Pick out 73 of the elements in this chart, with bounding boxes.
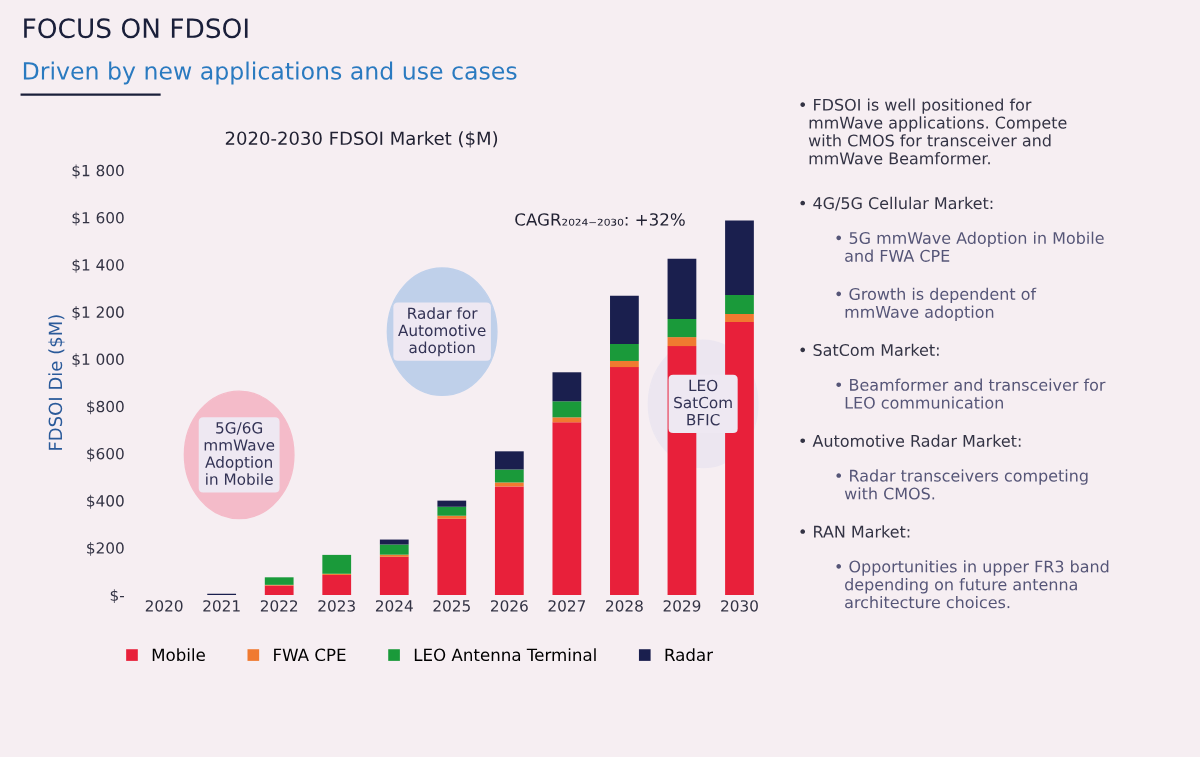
bar: [437, 515, 467, 519]
annotation: Radar for Automotive adoption: [398, 307, 486, 357]
bar: [437, 506, 467, 516]
chart-title: FOCUS ON FDSOI: [24, 18, 248, 39]
bar: [725, 220, 754, 295]
x-tick-label: 2025: [433, 600, 470, 612]
x-tick-label: 2029: [663, 600, 701, 612]
y-tick-label: $1 600: [72, 211, 124, 226]
bar: [552, 422, 582, 595]
bar: [552, 401, 582, 418]
text: • 5G mmWave Adoption in Mobile and FWA CPE: [836, 231, 1104, 262]
bar: [610, 360, 639, 368]
y-axis-title: FDSOI Die ($M): [48, 315, 65, 450]
y-tick-label: $-: [110, 589, 124, 604]
chart-subtitle: Driven by new applications and use cases: [23, 61, 517, 85]
bar: [725, 294, 754, 315]
text: • 4G/5G Cellular Market:: [800, 196, 993, 211]
x-tick-label: 2024: [375, 600, 413, 612]
y-tick-label: $1 400: [72, 258, 124, 273]
bar: [494, 482, 524, 487]
bar: [667, 318, 697, 338]
bar: [610, 367, 639, 595]
legend-label: LEO Antenna Terminal: [414, 648, 596, 662]
text: • Beamformer and transceiver for LEO communication: [836, 378, 1106, 409]
text: • SatCom Market:: [800, 343, 939, 357]
legend-label: Radar: [665, 648, 714, 662]
bar: [667, 258, 697, 319]
x-tick-label: 2027: [548, 600, 586, 612]
annotation: LEO SatCom BFIC: [674, 379, 732, 426]
text: • Automotive Radar Market:: [800, 434, 1021, 447]
y-tick-label: $1 200: [72, 306, 124, 320]
bar: [264, 577, 294, 585]
bar: [610, 295, 639, 344]
y-tick-label: $200: [87, 542, 124, 556]
bar: [379, 556, 409, 595]
x-tick-label: 2021: [203, 600, 240, 612]
bar: [379, 554, 409, 557]
legend-label: Mobile: [152, 648, 205, 662]
bar: [322, 574, 352, 595]
text: 2020-2030 FDSOI Market ($M): [225, 131, 498, 148]
x-tick-label: 2022: [260, 600, 298, 612]
bar: [379, 539, 409, 545]
x-tick-label: 2020: [145, 600, 183, 612]
bar: [552, 372, 582, 402]
y-tick-label: $400: [87, 494, 124, 509]
x-tick-label: 2028: [606, 600, 643, 612]
bar: [494, 486, 524, 595]
bar: [322, 554, 352, 574]
bar: [264, 585, 294, 595]
bar: [494, 451, 524, 470]
text: • Radar transceivers competing with CMOS.: [836, 469, 1088, 500]
text: • Growth is dependent of mmWave adoption: [836, 287, 1037, 321]
bar: [552, 417, 582, 423]
annotation: CAGR₂₀₂₄₋₂₀₃₀: +32%: [515, 213, 685, 226]
text: • FDSOI is well positioned for mmWave applications. Compete with CMOS for transceiver and mmWave Beamformer.: [800, 98, 1067, 165]
bar: [725, 314, 754, 323]
legend-label: FWA CPE: [274, 648, 346, 662]
y-tick-label: $600: [87, 447, 124, 462]
bar: [494, 469, 524, 483]
bar: [379, 544, 409, 555]
x-tick-label: 2023: [318, 600, 355, 612]
y-tick-label: $1 800: [72, 164, 124, 179]
bar: [437, 518, 467, 595]
bar: [610, 343, 639, 361]
y-tick-label: $1 000: [72, 353, 124, 368]
x-tick-label: 2026: [491, 600, 528, 612]
x-tick-label: 2030: [721, 600, 758, 612]
bar: [437, 500, 467, 507]
y-tick-label: $800: [87, 400, 124, 415]
bar: [667, 337, 697, 347]
annotation: 5G/6G mmWave Adoption in Mobile: [204, 422, 275, 485]
text: • RAN Market:: [800, 525, 910, 538]
text: • Opportunities in upper FR3 band depending on future antenna architecture choices.: [836, 560, 1109, 609]
